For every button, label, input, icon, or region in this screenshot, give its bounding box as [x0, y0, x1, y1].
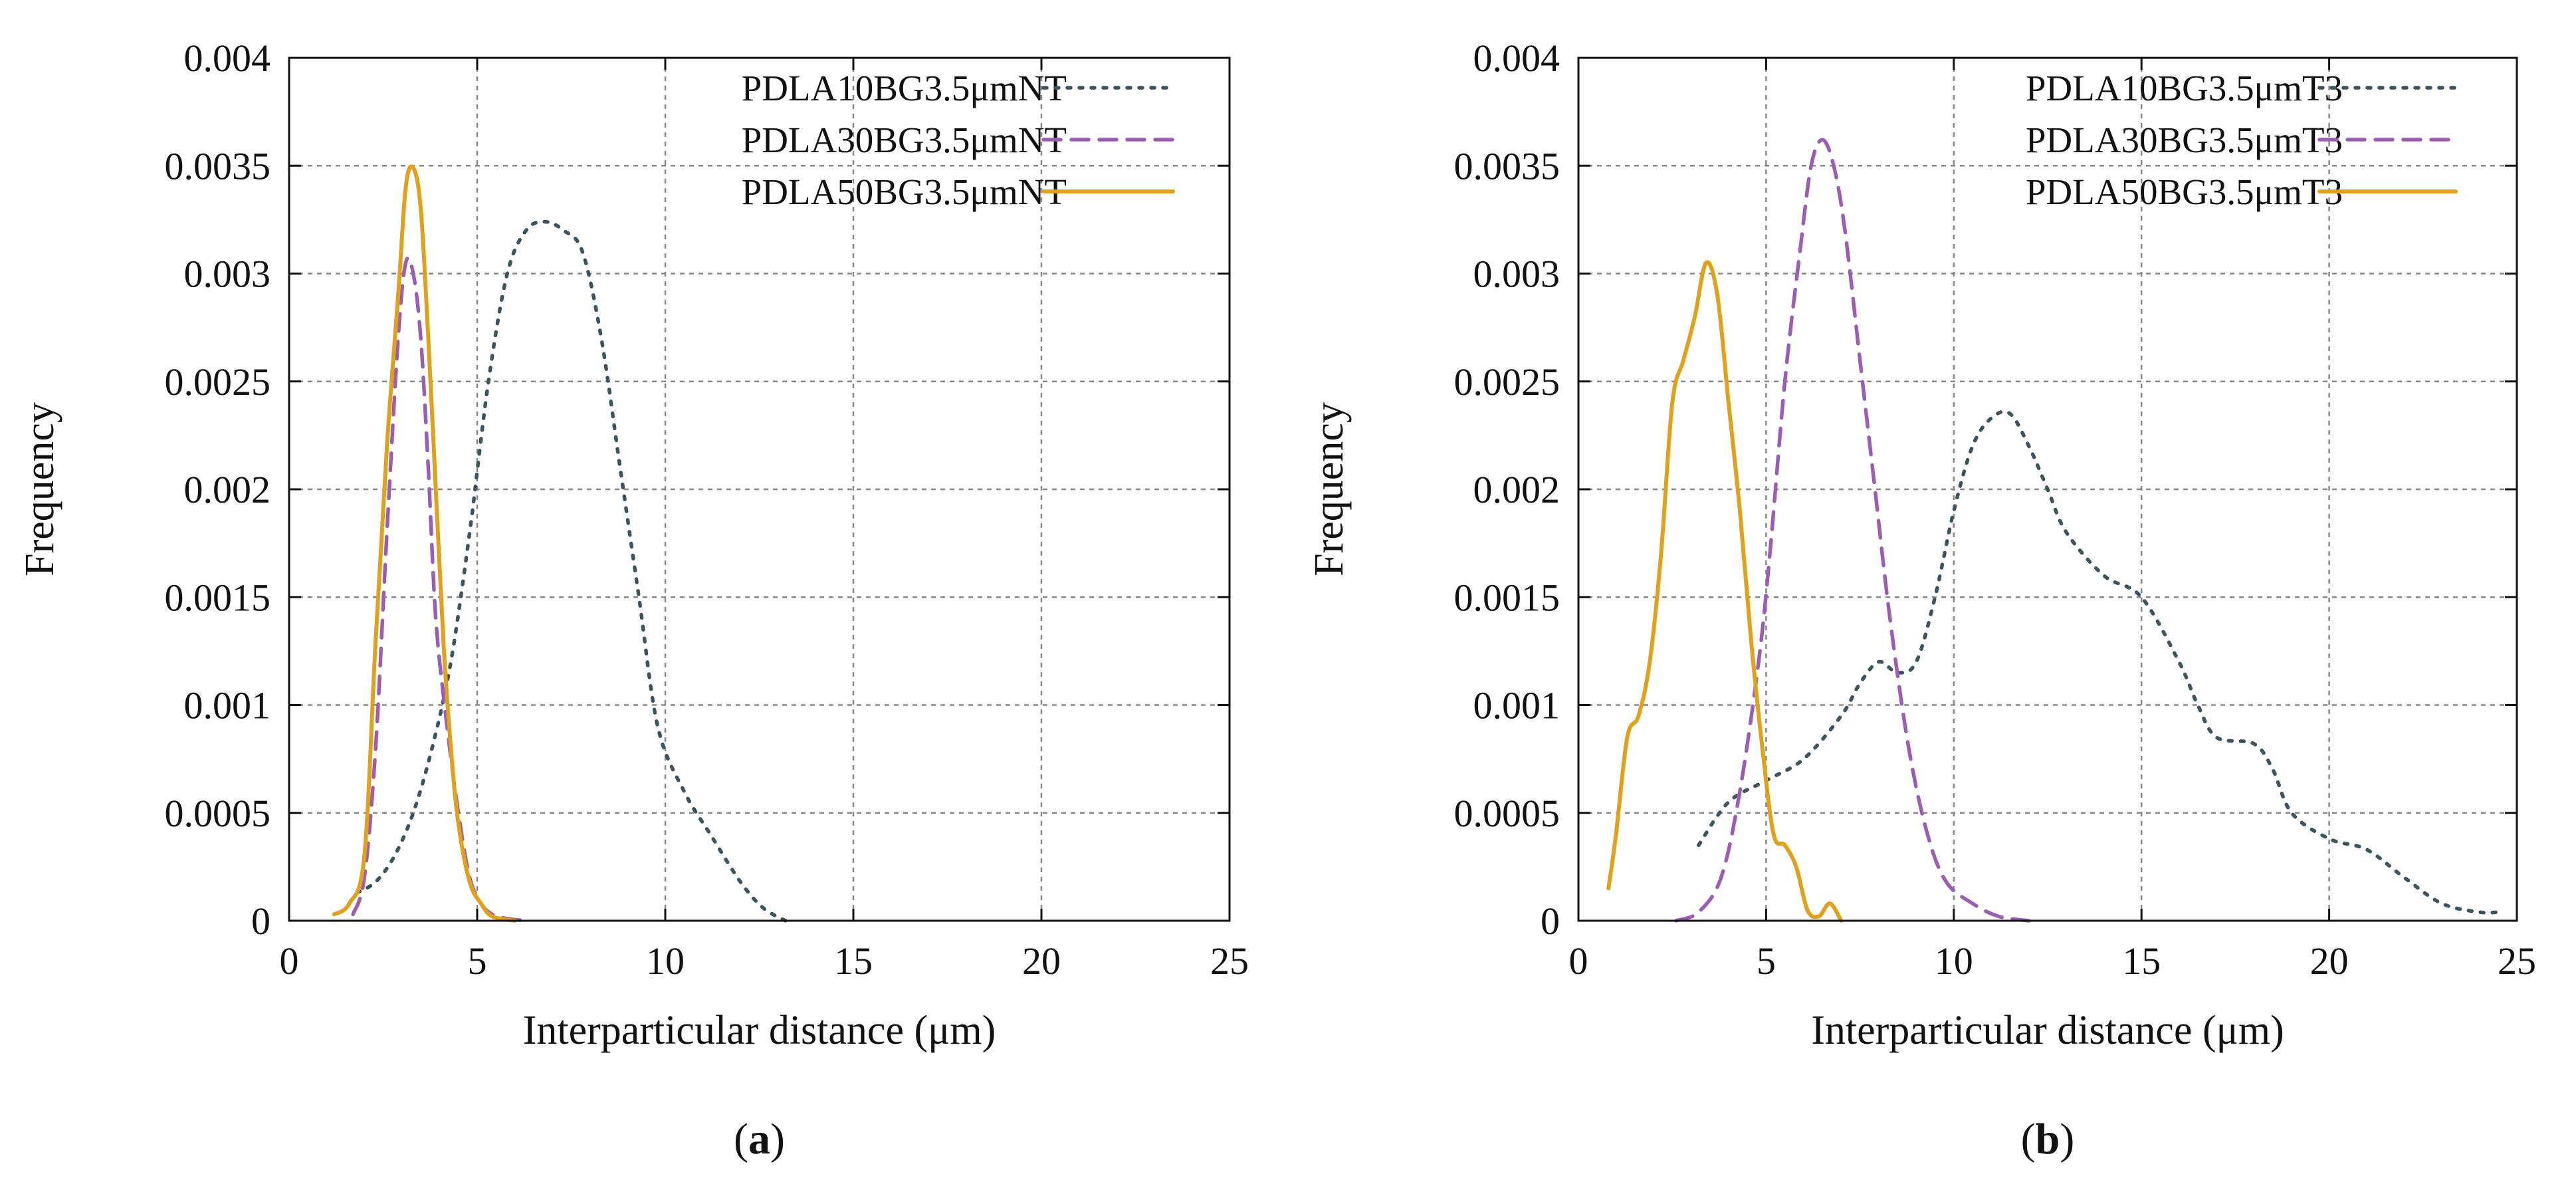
legend-label: PDLA30BG3.5μmT3: [2026, 120, 2343, 160]
legend-label: PDLA10BG3.5μmNT: [742, 68, 1067, 108]
x-tick-label: 5: [468, 939, 487, 983]
x-tick-label: 5: [1757, 939, 1776, 983]
legend-label: PDLA10BG3.5μmT3: [2026, 68, 2343, 108]
plot-frame: [288, 57, 1231, 922]
x-axis-label: Interparticular distance (μm): [523, 1008, 996, 1053]
x-tick-label: 10: [646, 939, 685, 983]
legend-label: PDLA50BG3.5μmNT: [742, 172, 1067, 212]
x-tick-label: 25: [2498, 939, 2536, 983]
x-tick-label: 15: [2122, 939, 2161, 983]
y-tick-label: 0: [1541, 899, 1560, 943]
legend: PDLA10BG3.5μmT3 PDLA30BG3.5μmT3 PDLA50BG3.…: [2026, 68, 2458, 212]
y-tick-label: 0.002: [184, 468, 271, 511]
x-tick-label: 15: [834, 939, 873, 983]
series-line-1: [1696, 410, 2500, 915]
series-line-3: [332, 164, 517, 923]
x-tick-label: 10: [1935, 939, 1973, 983]
y-tick-label: 0.002: [1473, 468, 1560, 511]
x-tick-label: 0: [1569, 939, 1588, 983]
y-tick-label: 0.0005: [165, 792, 271, 835]
x-tick-label: 0: [280, 939, 299, 983]
legend: PDLA10BG3.5μmNT PDLA30BG3.5μmNT PDLA50BG3.…: [742, 68, 1175, 212]
y-tick-label: 0.0015: [165, 576, 271, 619]
panel-a: 0 5 10 15 20 25 0 0.0005 0.001 0.0015 0.002 0.0025 0…: [17, 37, 1249, 1163]
y-axis-label: Frequency: [17, 402, 62, 576]
y-tick-label: 0.003: [1473, 253, 1560, 296]
y-tick-label: 0.004: [1473, 37, 1560, 80]
panel-caption: (a): [734, 1115, 785, 1163]
y-axis-label: Frequency: [1307, 402, 1352, 576]
series-line-3: [1606, 260, 1844, 923]
y-tick-label: 0.001: [184, 684, 271, 727]
y-tick-label: 0.0035: [1454, 144, 1560, 187]
plot-frame: [1577, 57, 2518, 922]
panel-b: 0 5 10 15 20 25 0 0.0005 0.001 0.0015 0.002 0.0025 0…: [1307, 37, 2536, 1163]
x-tick-label: 20: [2310, 939, 2349, 983]
panel-caption: (b): [2021, 1115, 2075, 1163]
legend-label: PDLA30BG3.5μmNT: [742, 120, 1067, 160]
legend-label: PDLA50BG3.5μmT3: [2026, 172, 2343, 212]
y-tick-label: 0: [251, 899, 270, 943]
x-tick-label: 25: [1210, 939, 1249, 983]
series-line-1: [355, 219, 788, 923]
y-tick-label: 0.001: [1473, 684, 1560, 727]
y-tick-label: 0.0035: [165, 144, 271, 187]
y-tick-label: 0.0025: [1454, 360, 1560, 404]
y-tick-label: 0.0005: [1454, 792, 1560, 835]
y-tick-label: 0.004: [184, 37, 271, 80]
x-tick-label: 20: [1022, 939, 1061, 983]
x-axis-label: Interparticular distance (μm): [1811, 1008, 2284, 1053]
y-tick-label: 0.0015: [1454, 576, 1560, 619]
y-tick-label: 0.003: [184, 253, 271, 296]
y-tick-label: 0.0025: [165, 360, 271, 404]
series-line-2: [1674, 138, 2031, 923]
